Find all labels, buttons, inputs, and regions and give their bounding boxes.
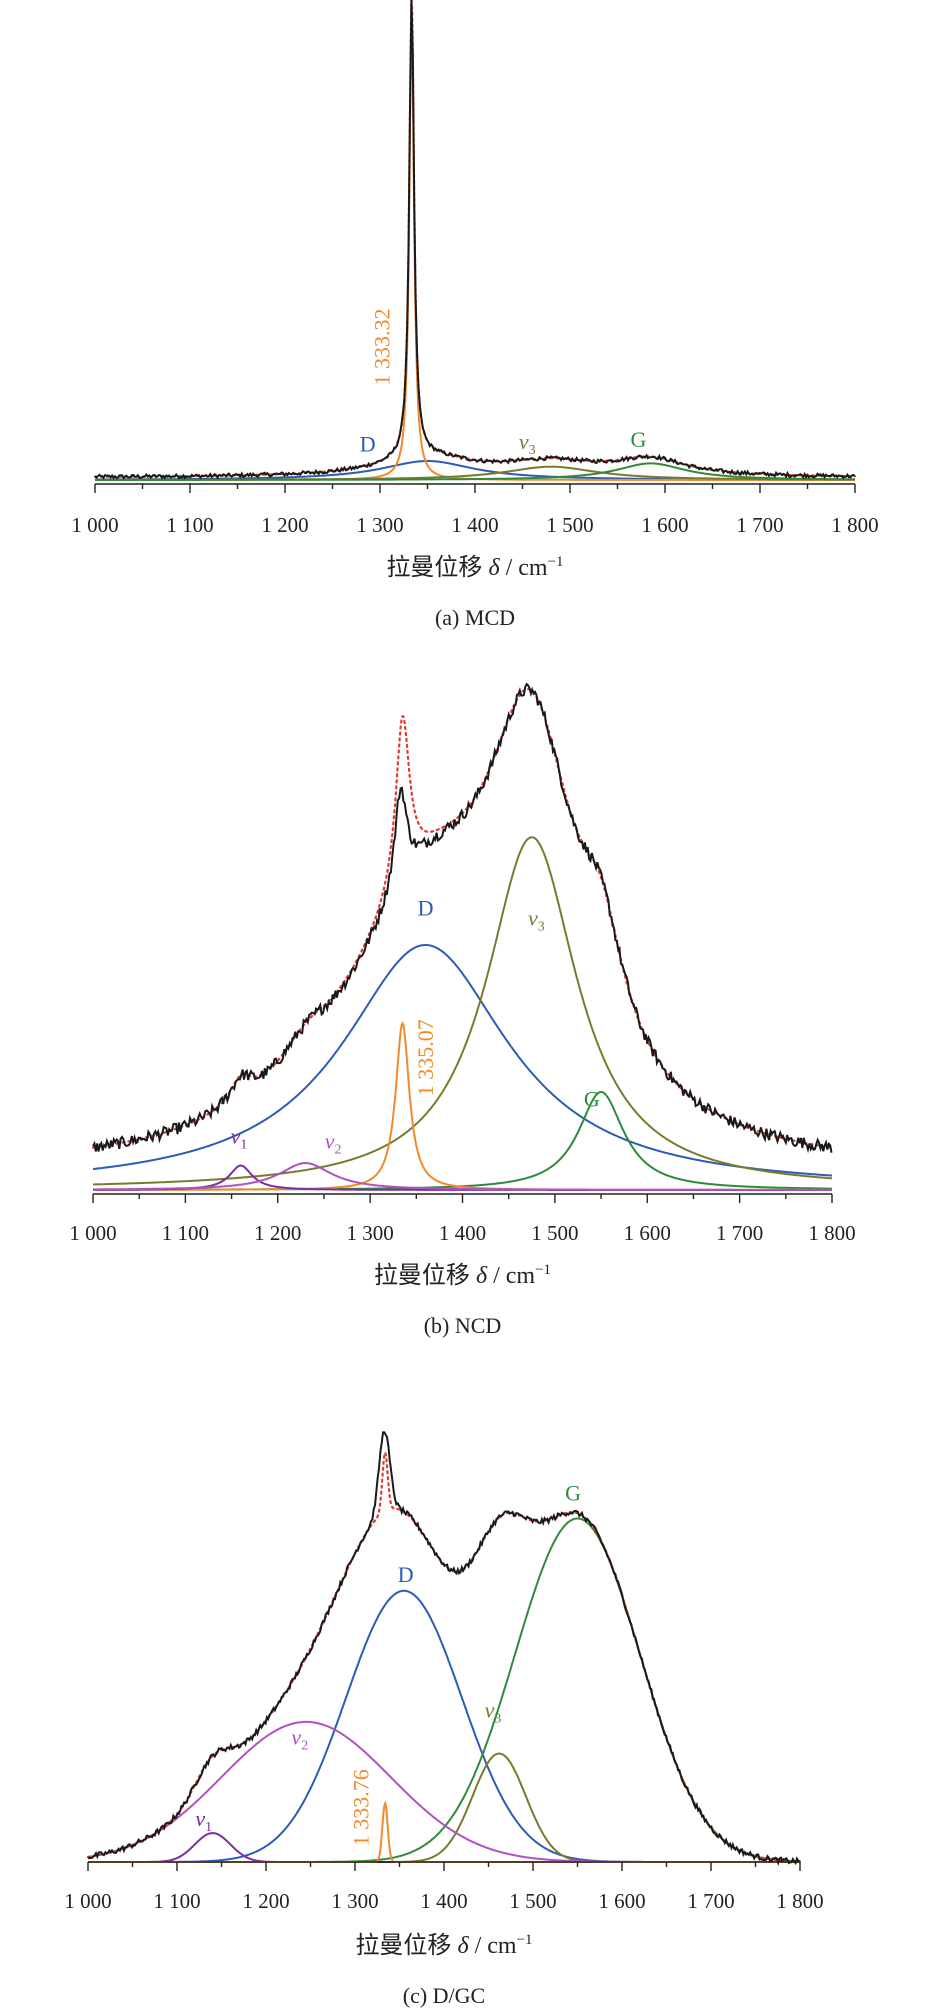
x-tick-label: 1 100 [166,513,213,537]
x-tick-label: 1 100 [153,1889,200,1913]
fit-curve [93,0,857,478]
x-tick-label: 1 200 [261,513,308,537]
peak-label: v3 [519,429,536,458]
x-tick-label: 1 800 [831,513,878,537]
component-curve-4 [95,462,855,481]
x-tick-label: 1 400 [420,1889,467,1913]
peak-label: G [565,1480,581,1505]
peak-label: v1 [195,1806,212,1835]
peak-label: v2 [325,1128,342,1157]
x-tick-label: 1 500 [531,1221,578,1245]
experimental-spectrum [92,682,833,1154]
x-tick-label: 1 300 [356,513,403,537]
x-tick-label: 1 400 [439,1221,486,1245]
x-tick-label: 1 500 [509,1889,556,1913]
peak-label: G [584,1087,600,1112]
peak-label: D [398,1562,414,1587]
x-tick-label: 1 700 [736,513,783,537]
x-tick-label: 1 400 [451,513,498,537]
x-tick-label: 1 200 [254,1221,301,1245]
x-tick-label: 1 600 [624,1221,671,1245]
peak-label: D [360,432,376,457]
experimental-spectrum [87,1431,801,1867]
chart-panel-1: 1 000 1 100 1 200 1 300 1 400 1 500 1 600 1 700… [71,0,879,630]
x-tick-label: 1 100 [162,1221,209,1245]
fit-curve [91,687,834,1149]
x-tick-label: 1 500 [546,513,593,537]
x-tick-label: 1 000 [69,1221,116,1245]
x-tick-label: 1 600 [641,513,688,537]
peak-label: 1 333.76 [348,1769,373,1846]
peak-label: 1 333.32 [370,309,395,386]
component-curve-1 [92,944,833,1177]
x-axis-title: 拉曼位移 δ / cm−1 [355,1932,532,1959]
chart-panel-2: 1 000 1 100 1 200 1 300 1 400 1 500 1 600 1 700… [69,682,856,1338]
panel-caption: (a) MCD [435,605,515,630]
component-curve-2 [95,19,855,481]
component-curve-3 [93,1090,832,1191]
peak-label: v3 [485,1697,502,1726]
component-curve-5 [88,1832,800,1863]
x-tick-label: 1 000 [64,1889,111,1913]
panel-caption: (b) NCD [424,1313,502,1338]
x-axis-title: 拉曼位移 δ / cm−1 [386,554,563,581]
x-tick-label: 1 800 [776,1889,823,1913]
component-curve-2 [92,836,833,1186]
peak-label: D [418,896,434,921]
peak-label: v1 [231,1123,248,1152]
chart-panel-3: 1 000 1 100 1 200 1 300 1 400 1 500 1 600 1 700… [64,1431,824,2008]
x-tick-label: 1 600 [598,1889,645,1913]
peak-label: 1 335.07 [413,1019,438,1096]
x-tick-label: 1 300 [331,1889,378,1913]
x-tick-label: 1 200 [242,1889,289,1913]
component-curve-6 [93,1161,832,1191]
x-tick-label: 1 700 [687,1889,734,1913]
peak-label: v3 [528,905,545,934]
x-axis-title: 拉曼位移 δ / cm−1 [374,1262,551,1289]
component-curve-4 [87,1720,800,1863]
panel-caption: (c) D/GC [403,1983,485,2008]
x-tick-label: 1 700 [716,1221,763,1245]
x-tick-label: 1 000 [71,513,118,537]
x-tick-label: 1 300 [347,1221,394,1245]
experimental-spectrum [94,0,855,480]
peak-label: v2 [291,1724,308,1753]
peak-label: G [630,427,646,452]
x-tick-label: 1 800 [808,1221,855,1245]
